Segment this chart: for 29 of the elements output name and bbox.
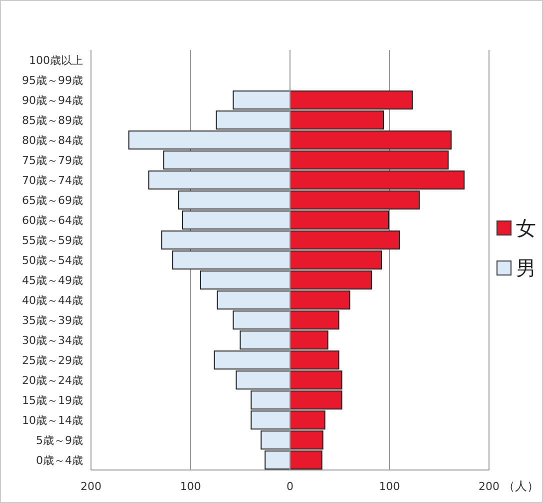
- y-tick-label: 5歳～9歳: [36, 434, 83, 447]
- y-tick-label: 65歳～69歳: [22, 194, 83, 207]
- x-tick-label: 100: [180, 480, 201, 493]
- y-tick-label: 20歳～24歳: [22, 374, 83, 387]
- y-tick-label: 35歳～39歳: [22, 314, 83, 327]
- y-tick-label: 90歳～94歳: [22, 94, 83, 107]
- y-tick-label: 15歳～19歳: [22, 394, 83, 407]
- x-tick-label: 0: [286, 480, 294, 493]
- y-tick-label: 45歳～49歳: [22, 274, 83, 287]
- y-tick-label: 25歳～29歳: [22, 354, 83, 367]
- y-tick-label: 60歳～64歳: [22, 214, 83, 227]
- y-tick-label: 100歳以上: [29, 54, 83, 67]
- y-tick-label: 0歳～4歳: [36, 454, 83, 467]
- x-tick-label: 100: [379, 480, 400, 493]
- y-tick-label: 80歳～84歳: [22, 134, 83, 147]
- y-tick-label: 85歳～89歳: [22, 114, 83, 127]
- y-tick-label: 75歳～79歳: [22, 154, 83, 167]
- y-tick-label: 55歳～59歳: [22, 234, 83, 247]
- x-tick-label: 200: [80, 480, 102, 493]
- x-tick-label: 200: [478, 480, 500, 493]
- y-tick-label: 50歳～54歳: [22, 254, 83, 267]
- y-tick-label: 70歳～74歳: [22, 174, 83, 187]
- y-tick-label: 10歳～14歳: [22, 414, 83, 427]
- y-tick-label: 40歳～44歳: [22, 294, 83, 307]
- y-tick-label: 30歳～34歳: [22, 334, 83, 347]
- y-tick-label: 95歳～99歳: [22, 74, 83, 87]
- legend-label: 女: [516, 216, 536, 240]
- legend-label: 男: [516, 256, 536, 280]
- x-axis-title: （人）: [503, 479, 539, 493]
